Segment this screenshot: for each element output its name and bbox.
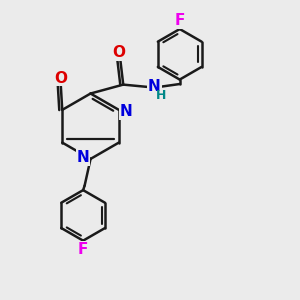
Text: O: O xyxy=(54,70,67,86)
Text: N: N xyxy=(77,150,89,165)
Text: N: N xyxy=(148,80,161,94)
Text: F: F xyxy=(175,13,185,28)
Text: F: F xyxy=(78,242,88,257)
Text: N: N xyxy=(120,104,133,119)
Text: O: O xyxy=(112,45,125,60)
Text: H: H xyxy=(156,89,166,102)
